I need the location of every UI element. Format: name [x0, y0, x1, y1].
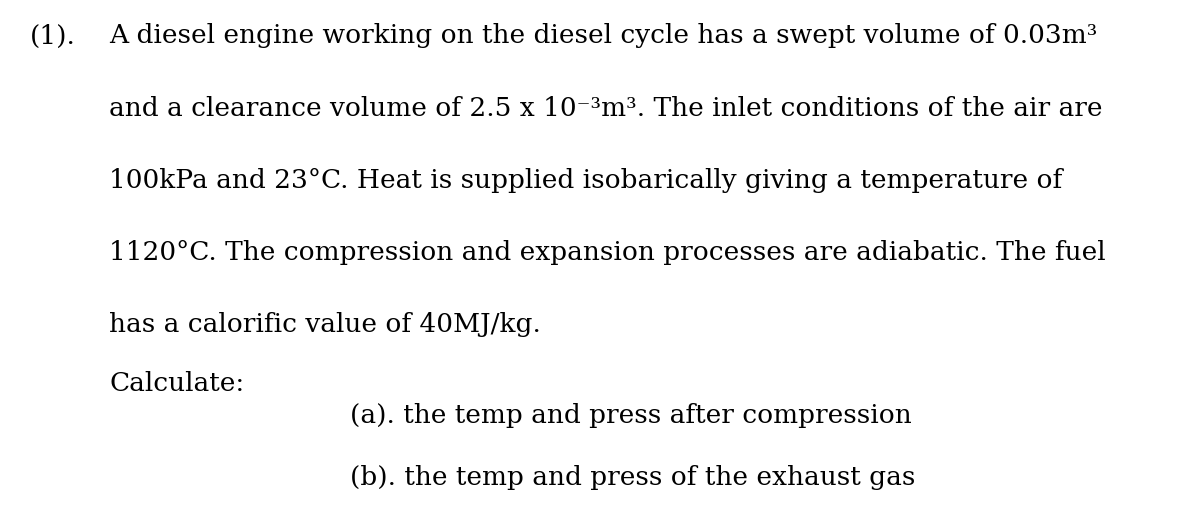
Text: (1).: (1). [30, 23, 76, 49]
Text: A diesel engine working on the diesel cycle has a swept volume of 0.03m³: A diesel engine working on the diesel cy… [109, 23, 1097, 49]
Text: Calculate:: Calculate: [109, 371, 244, 396]
Text: and a clearance volume of 2.5 x 10⁻³m³. The inlet conditions of the air are: and a clearance volume of 2.5 x 10⁻³m³. … [109, 96, 1102, 121]
Text: 100kPa and 23°C. Heat is supplied isobarically giving a temperature of: 100kPa and 23°C. Heat is supplied isobar… [109, 168, 1062, 193]
Text: 1120°C. The compression and expansion processes are adiabatic. The fuel: 1120°C. The compression and expansion pr… [109, 240, 1106, 265]
Text: (b). the temp and press of the exhaust gas: (b). the temp and press of the exhaust g… [350, 465, 915, 490]
Text: (a). the temp and press after compression: (a). the temp and press after compressio… [350, 403, 911, 428]
Text: has a calorific value of 40MJ/kg.: has a calorific value of 40MJ/kg. [109, 312, 540, 337]
